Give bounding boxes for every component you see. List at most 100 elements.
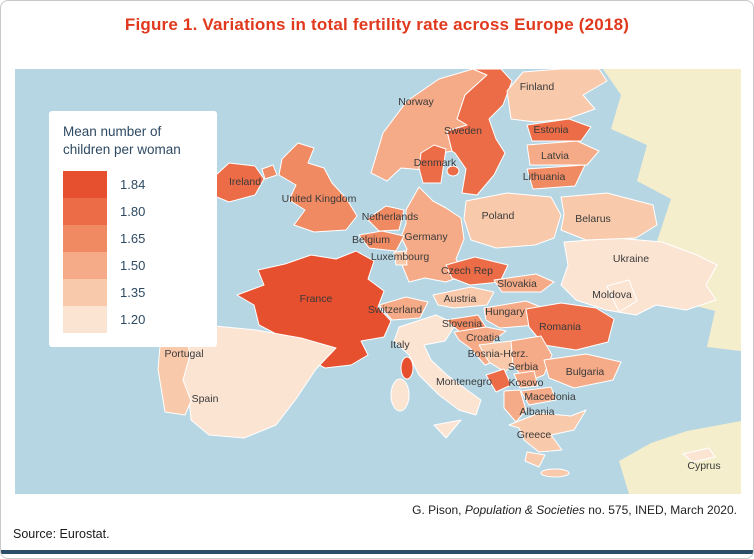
country-sweden	[446, 69, 513, 196]
label-montenegro: Montenegro	[436, 376, 492, 388]
label-moldova: Moldova	[592, 289, 632, 301]
label-spain: Spain	[192, 393, 219, 405]
country-labels: Finland Norway Sweden Estonia Latvia Lit…	[164, 81, 720, 472]
country-slovakia	[493, 273, 555, 293]
legend-value-1-80: 1.80	[120, 204, 146, 220]
country-denmark	[418, 144, 447, 184]
label-lithuania: Lithuania	[523, 171, 566, 183]
label-finland: Finland	[520, 81, 555, 93]
country-italy-sardinia	[390, 378, 410, 412]
legend-value-1-50: 1.50	[120, 258, 146, 274]
country-italy	[393, 314, 482, 416]
label-poland: Poland	[482, 210, 515, 222]
legend-row: 1.80	[63, 198, 207, 226]
country-albania	[503, 389, 527, 423]
country-switzerland	[378, 296, 429, 321]
legend-value-1-65: 1.65	[120, 231, 146, 247]
legend-row: 1.65	[63, 225, 207, 253]
legend-swatch-1-50	[63, 252, 107, 280]
label-macedonia: Macedonia	[524, 391, 576, 403]
figure-title: Figure 1. Variations in total fertility …	[124, 15, 630, 34]
legend-swatch-1-84	[63, 171, 107, 199]
label-denmark: Denmark	[414, 157, 457, 169]
legend-value-1-20: 1.20	[120, 312, 146, 328]
country-greece-crete	[540, 468, 570, 478]
label-kosovo: Kosovo	[508, 377, 543, 389]
legend-value-1-35: 1.35	[120, 285, 146, 301]
europe-map: Finland Norway Sweden Estonia Latvia Lit…	[15, 69, 741, 494]
country-macedonia	[520, 386, 557, 406]
label-belarus: Belarus	[575, 213, 611, 225]
country-kosovo	[513, 370, 539, 389]
country-estonia	[526, 118, 592, 142]
country-luxembourg	[393, 250, 408, 266]
label-luxembourg: Luxembourg	[371, 251, 430, 263]
label-serbia: Serbia	[508, 361, 539, 373]
legend-title-line1: Mean number of	[63, 124, 162, 139]
country-belgium	[358, 230, 405, 252]
legend-row: 1.50	[63, 252, 207, 280]
country-montenegro	[485, 368, 512, 393]
label-slovakia: Slovakia	[497, 278, 537, 290]
country-belarus	[560, 192, 658, 241]
label-united-kingdom: United Kingdom	[282, 193, 357, 205]
bottom-rule	[1, 550, 753, 554]
legend-swatch-1-65	[63, 225, 107, 253]
country-romania	[525, 302, 615, 351]
legend-row: 1.84	[63, 171, 207, 199]
legend-title-line2: children per woman	[63, 142, 181, 158]
label-bulgaria: Bulgaria	[566, 366, 605, 378]
label-hungary: Hungary	[485, 306, 525, 318]
country-lithuania	[526, 164, 586, 190]
country-ukraine	[560, 237, 718, 316]
country-bulgaria	[543, 353, 622, 389]
label-czech-rep: Czech Rep	[441, 265, 493, 277]
map-legend: Mean number of children per woman 1.84 1…	[49, 111, 217, 348]
label-portugal: Portugal	[164, 348, 203, 360]
label-ireland: Ireland	[229, 176, 261, 188]
country-netherlands	[366, 205, 405, 232]
credit-suffix: no. 575, INED, March 2020.	[584, 503, 737, 517]
label-belgium: Belgium	[352, 234, 390, 246]
country-poland	[463, 192, 562, 249]
label-austria: Austria	[444, 293, 477, 305]
label-romania: Romania	[539, 321, 581, 333]
legend-title: Mean number of children per woman	[63, 123, 207, 159]
country-france-corsica	[400, 356, 414, 380]
country-greece-peloponnese	[524, 451, 546, 468]
label-norway: Norway	[398, 96, 434, 108]
label-cyprus: Cyprus	[687, 460, 720, 472]
credit-journal: Population & Societies	[464, 503, 585, 517]
landmass-turkey	[619, 421, 741, 494]
legend-swatch-1-35	[63, 279, 107, 307]
country-northern-ireland	[261, 164, 278, 180]
legend-swatch-1-20	[63, 306, 107, 334]
label-latvia: Latvia	[541, 150, 569, 162]
label-croatia: Croatia	[466, 332, 500, 344]
legend-swatch-1-80	[63, 198, 107, 226]
legend-row: 1.35	[63, 279, 207, 307]
label-estonia: Estonia	[533, 124, 568, 136]
label-bosnia-herz: Bosnia-Herz.	[468, 348, 529, 360]
source-line: Source: Eurostat.	[13, 527, 110, 541]
label-italy: Italy	[390, 339, 410, 351]
label-greece: Greece	[517, 429, 552, 441]
label-switzerland: Switzerland	[368, 304, 422, 316]
label-ukraine: Ukraine	[613, 253, 649, 265]
country-moldova	[606, 279, 638, 313]
country-italy-sicily	[433, 419, 462, 439]
credit-line: G. Pison, Population & Societies no. 575…	[412, 503, 737, 517]
country-united-kingdom	[278, 142, 358, 233]
label-sweden: Sweden	[444, 125, 482, 137]
country-denmark-island	[446, 165, 460, 177]
credit-prefix: G. Pison,	[412, 503, 465, 517]
label-albania: Albania	[519, 406, 554, 418]
map-canvas: Finland Norway Sweden Estonia Latvia Lit…	[15, 69, 741, 494]
country-serbia	[510, 335, 553, 383]
label-germany: Germany	[404, 231, 448, 243]
country-latvia	[526, 140, 600, 166]
country-france	[236, 250, 392, 369]
country-austria	[432, 286, 495, 309]
country-cyprus	[682, 447, 716, 463]
